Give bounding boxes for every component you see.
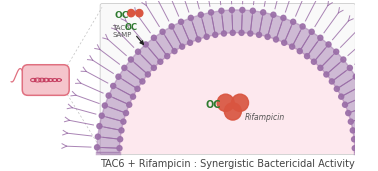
Circle shape: [180, 44, 184, 49]
Circle shape: [97, 124, 102, 129]
Circle shape: [127, 102, 132, 107]
Circle shape: [273, 37, 279, 42]
Text: OC: OC: [206, 100, 222, 110]
Circle shape: [219, 8, 224, 13]
Circle shape: [326, 42, 331, 47]
Circle shape: [111, 83, 116, 89]
Circle shape: [352, 146, 357, 151]
Circle shape: [290, 44, 294, 49]
Circle shape: [341, 57, 346, 62]
Circle shape: [348, 119, 353, 124]
Circle shape: [135, 86, 140, 91]
FancyBboxPatch shape: [100, 4, 355, 155]
Circle shape: [334, 86, 339, 91]
Circle shape: [116, 74, 121, 79]
Circle shape: [146, 72, 150, 77]
Circle shape: [188, 15, 194, 21]
Circle shape: [297, 49, 302, 54]
Circle shape: [117, 146, 122, 151]
Circle shape: [209, 10, 214, 15]
Circle shape: [311, 59, 316, 64]
Circle shape: [350, 128, 355, 133]
Circle shape: [230, 30, 235, 35]
Circle shape: [151, 65, 156, 70]
Circle shape: [129, 57, 133, 62]
Circle shape: [281, 15, 286, 21]
Circle shape: [358, 83, 364, 89]
Circle shape: [291, 19, 296, 24]
Circle shape: [130, 94, 136, 99]
Circle shape: [318, 35, 323, 40]
Circle shape: [119, 128, 124, 133]
Circle shape: [282, 40, 287, 45]
Circle shape: [239, 30, 244, 35]
Circle shape: [106, 93, 111, 98]
Circle shape: [305, 54, 310, 59]
Circle shape: [95, 134, 101, 139]
Circle shape: [250, 8, 255, 13]
Circle shape: [102, 103, 107, 108]
Circle shape: [127, 9, 135, 17]
Circle shape: [196, 37, 201, 42]
Circle shape: [204, 34, 209, 39]
Circle shape: [261, 10, 266, 15]
Circle shape: [375, 145, 378, 150]
Circle shape: [160, 29, 165, 34]
Circle shape: [165, 54, 170, 59]
Circle shape: [222, 31, 226, 36]
Circle shape: [367, 103, 372, 108]
Circle shape: [135, 49, 141, 54]
Circle shape: [318, 65, 323, 70]
Circle shape: [347, 65, 352, 70]
Polygon shape: [119, 33, 355, 153]
Text: TAC6 + Rifampicin : Synergistic Bactericidal Activity: TAC6 + Rifampicin : Synergistic Bacteric…: [101, 159, 355, 169]
Circle shape: [198, 12, 203, 17]
Circle shape: [124, 110, 129, 116]
Circle shape: [172, 49, 177, 54]
Circle shape: [271, 12, 276, 17]
Circle shape: [178, 19, 184, 24]
Text: TAC6
SAMP: TAC6 SAMP: [112, 25, 132, 38]
Circle shape: [339, 94, 344, 99]
Circle shape: [94, 145, 99, 150]
Circle shape: [225, 103, 241, 120]
Polygon shape: [97, 10, 377, 153]
Circle shape: [143, 42, 148, 47]
Circle shape: [265, 34, 270, 39]
Circle shape: [217, 94, 234, 111]
Circle shape: [363, 93, 368, 98]
Circle shape: [346, 110, 351, 116]
Text: Rifampicin: Rifampicin: [245, 113, 285, 122]
Circle shape: [353, 74, 358, 79]
Circle shape: [187, 40, 192, 45]
Circle shape: [136, 9, 143, 17]
Circle shape: [229, 7, 234, 12]
Circle shape: [122, 65, 127, 70]
Circle shape: [118, 137, 122, 142]
Circle shape: [324, 72, 329, 77]
Circle shape: [232, 94, 248, 111]
Circle shape: [309, 29, 314, 34]
Circle shape: [240, 7, 245, 12]
Text: OC: OC: [114, 11, 129, 19]
Circle shape: [99, 113, 104, 118]
FancyBboxPatch shape: [22, 65, 69, 95]
Circle shape: [248, 31, 253, 36]
Circle shape: [372, 124, 377, 129]
Circle shape: [151, 35, 156, 40]
Circle shape: [169, 24, 174, 29]
Circle shape: [334, 49, 339, 54]
Circle shape: [329, 79, 335, 84]
Circle shape: [300, 24, 305, 29]
Circle shape: [257, 32, 262, 37]
Circle shape: [374, 134, 378, 139]
Circle shape: [213, 32, 218, 37]
Circle shape: [140, 79, 145, 84]
Circle shape: [352, 137, 356, 142]
Text: OC: OC: [124, 23, 138, 32]
Circle shape: [121, 119, 126, 124]
Circle shape: [342, 102, 347, 107]
Circle shape: [158, 59, 163, 64]
Circle shape: [370, 113, 375, 118]
